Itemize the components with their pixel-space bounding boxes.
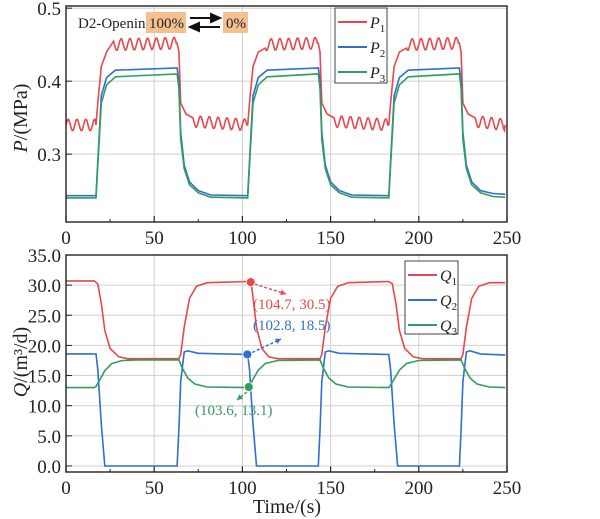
y-tick-label: 15.0 (28, 367, 61, 388)
x-tick-label: 100 (228, 228, 257, 249)
legend-box (334, 7, 388, 84)
marker-arrow (252, 338, 282, 354)
x-tick-label: 0 (61, 228, 71, 249)
marker-arrow (254, 283, 287, 295)
y-tick-label: 0.0 (37, 457, 61, 478)
x-tick-label: 250 (493, 478, 522, 499)
x-tick-label: 200 (405, 228, 434, 249)
y-label-unit: /(MPa) (10, 84, 32, 141)
y-tick-label: 30.0 (28, 276, 61, 297)
data-marker (242, 349, 253, 360)
from-highlight (146, 12, 186, 33)
marker-label: (102.8, 18.5) (253, 318, 331, 334)
series-line-p3 (66, 73, 506, 199)
annotation-to: 0% (226, 16, 246, 32)
x-tick-label: 100 (228, 478, 257, 499)
x-tick-label: 0 (61, 478, 71, 499)
series-line-q2 (66, 349, 506, 467)
legend-subscript: 3 (452, 326, 458, 338)
arrowhead-icon (237, 394, 243, 400)
legend-box (404, 260, 459, 335)
series-line-p1 (65, 36, 506, 134)
y-label-unit: /(m³/d) (10, 327, 32, 383)
x-tick-label: 150 (316, 228, 345, 249)
y-tick-label: 5.0 (37, 427, 61, 448)
plot-frame (65, 5, 508, 223)
switch-arrows-icon (187, 12, 223, 33)
legend-subscript: 3 (380, 73, 386, 85)
x-tick-label: 250 (493, 228, 522, 249)
arrowhead-icon (280, 289, 286, 296)
marker-label: (104.7, 30.5) (253, 297, 331, 313)
y-tick-label: 10.0 (28, 397, 61, 418)
data-marker (243, 382, 254, 392)
y-label-symbol: P (10, 140, 32, 153)
annotation-label: D2-Opening (78, 16, 153, 32)
x-tick-label: 50 (145, 228, 164, 249)
annotation-from: 100% (149, 16, 184, 32)
arrowhead-icon (275, 338, 281, 344)
legend-subscript: 1 (380, 23, 386, 35)
to-highlight (223, 12, 248, 33)
x-tick-label: 200 (405, 478, 434, 499)
y-axis-label-bottom: Q/(m³/d) (10, 327, 32, 397)
data-marker (245, 277, 256, 288)
d2-opening-annotation: D2-Opening 100% 0% (78, 12, 248, 33)
series-line-p2 (66, 67, 506, 197)
y-axis-label-top: P/(MPa) (10, 84, 32, 154)
legend-subscript: 2 (380, 48, 386, 60)
y-tick-label: 0.3 (37, 145, 61, 166)
legend-subscript: 1 (452, 276, 458, 288)
x-tick-label: 150 (316, 478, 345, 499)
legend-subscript: 2 (452, 301, 458, 313)
x-axis-label: Time/(s) (253, 496, 321, 518)
y-tick-label: 25.0 (28, 306, 61, 327)
series-line-q3 (66, 359, 506, 389)
y-tick-label: 35.0 (28, 246, 61, 267)
marker-label: (103.6, 13.1) (195, 403, 273, 419)
series-line-q1 (66, 280, 506, 360)
y-tick-label: 20.0 (28, 336, 61, 357)
x-tick-label: 50 (145, 478, 164, 499)
plot-frame (65, 254, 508, 473)
y-tick-label: 0.5 (37, 0, 61, 20)
y-label-symbol: Q (10, 382, 32, 397)
flow-plot: 0 50 100 150 200 250 0.0 5.0 10.0 15.0 20.0 25.0 30.… (28, 246, 522, 499)
y-tick-label: 0.4 (37, 72, 61, 93)
